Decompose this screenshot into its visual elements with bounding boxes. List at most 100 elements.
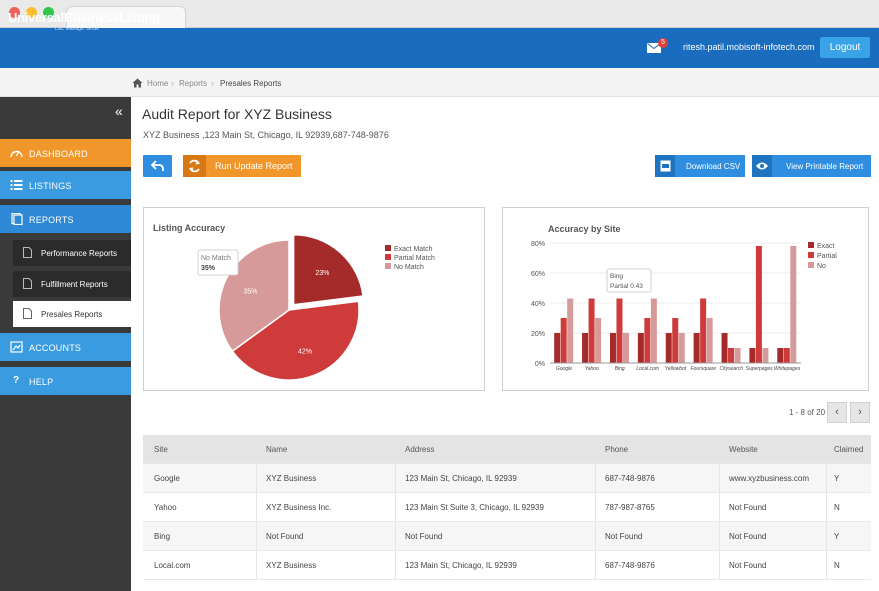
bar[interactable] [672, 318, 679, 363]
table-cell-site: Google [154, 474, 180, 483]
sidebar-item-listings[interactable]: LISTINGS [0, 171, 131, 199]
legend-swatch [385, 254, 391, 260]
column-header-site[interactable]: Site [154, 445, 168, 454]
x-tick-label: Yellowbot [665, 366, 687, 372]
back-button[interactable] [143, 155, 172, 177]
sidebar-item-help[interactable]: ? HELP [0, 367, 131, 395]
sidebar-subitem-fulfillment-reports[interactable]: Fulfillment Reports [13, 271, 131, 297]
bar[interactable] [644, 318, 651, 363]
bar[interactable] [637, 333, 644, 363]
column-header-phone[interactable]: Phone [605, 445, 629, 454]
sidebar-subitem-presales-reports[interactable]: Presales Reports [13, 301, 131, 327]
browser-tab[interactable] [66, 6, 186, 28]
legend-swatch [808, 252, 814, 258]
bar[interactable] [678, 333, 685, 363]
bar[interactable] [588, 298, 595, 364]
column-header-claimed[interactable]: Claimed [834, 445, 864, 454]
bar[interactable] [567, 298, 574, 364]
bar[interactable] [790, 246, 797, 363]
view-printable-report-button[interactable]: View Printable Report [752, 155, 871, 177]
user-email: ritesh.patil.mobisoft-infotech.com [683, 42, 815, 52]
pie-slice-label: 42% [298, 348, 312, 355]
prev-page-button[interactable]: ‹ [827, 402, 847, 423]
table-cell-phone: 687-748-9876 [605, 561, 655, 570]
pie-slice[interactable] [292, 233, 364, 306]
sidebar-item-reports[interactable]: REPORTS [0, 205, 131, 233]
table-row[interactable]: Bing Not Found Not Found Not Found Not Found… [143, 522, 871, 551]
bar[interactable] [755, 246, 762, 363]
sidebar-item-label: ACCOUNTS [29, 343, 82, 353]
legend-label: Exact [817, 243, 835, 250]
legend-label: No Match [394, 264, 424, 271]
logout-button[interactable]: Logout [820, 37, 870, 58]
bar-tooltip: Bing Partial 0.43 [606, 268, 652, 293]
column-header-website[interactable]: Website [729, 445, 758, 454]
breadcrumb-separator: › [211, 78, 214, 88]
bar[interactable] [734, 348, 741, 363]
eye-icon [756, 162, 768, 170]
sidebar-subitem-performance-reports[interactable]: Performance Reports [13, 240, 131, 266]
next-page-button[interactable]: › [850, 402, 870, 423]
bar[interactable] [693, 333, 700, 363]
table-cell-address: 123 Main St, Chicago, IL 92939 [405, 474, 517, 483]
sidebar-item-label: LISTINGS [29, 181, 72, 191]
table-cell-site: Yahoo [154, 503, 177, 512]
table-cell-phone: 687-748-9876 [605, 474, 655, 483]
csv-file-icon [660, 160, 671, 172]
table-row[interactable]: Google XYZ Business 123 Main St, Chicago, … [143, 464, 871, 493]
document-icon [11, 213, 23, 225]
bar[interactable] [582, 333, 589, 363]
breadcrumb-home[interactable]: Home [147, 79, 169, 88]
legend-swatch [808, 242, 814, 248]
sidebar-item-accounts[interactable]: ACCOUNTS [0, 333, 131, 361]
breadcrumb-separator: › [171, 78, 174, 88]
bar[interactable] [650, 298, 657, 364]
tooltip-label: No Match [201, 255, 231, 262]
table-row[interactable]: Local.com XYZ Business 123 Main St, Chicag… [143, 551, 871, 580]
legend-swatch [385, 245, 391, 251]
download-csv-button[interactable]: Download CSV [655, 155, 745, 177]
home-icon[interactable] [132, 78, 143, 88]
printable-report-label: View Printable Report [786, 162, 864, 171]
table-cell-site: Bing [154, 532, 171, 541]
column-divider [826, 551, 827, 579]
window-close-dot[interactable] [9, 7, 20, 18]
logo[interactable]: UniversalBusinessListing [8, 10, 160, 25]
table-row[interactable]: Yahoo XYZ Business Inc. 123 Main St Suite … [143, 493, 871, 522]
bar[interactable] [609, 333, 616, 363]
column-divider [826, 493, 827, 521]
column-header-address[interactable]: Address [405, 445, 435, 454]
bar[interactable] [721, 333, 728, 363]
bar[interactable] [728, 348, 735, 363]
bar[interactable] [616, 298, 623, 364]
listing-accuracy-panel: Listing Accuracy 23% 42% 35% Exact Match Par… [143, 207, 485, 391]
window-maximize-dot[interactable] [43, 7, 54, 18]
window-minimize-dot[interactable] [26, 7, 37, 18]
bar[interactable] [783, 348, 790, 363]
column-divider [595, 551, 596, 579]
bar[interactable] [595, 318, 602, 363]
file-icon [23, 278, 32, 289]
bar[interactable] [762, 348, 769, 363]
column-header-name[interactable]: Name [266, 445, 288, 454]
bar[interactable] [665, 333, 672, 363]
table-cell-claimed: Y [834, 474, 840, 483]
tooltip-value: Partial 0.43 [610, 283, 643, 290]
y-tick-label: 20% [531, 331, 545, 338]
breadcrumb-reports[interactable]: Reports [179, 79, 208, 88]
column-divider [826, 522, 827, 550]
bar[interactable] [749, 348, 756, 363]
collapse-sidebar-icon[interactable]: « [115, 103, 123, 119]
bar[interactable] [560, 318, 567, 363]
gauge-icon [10, 150, 23, 158]
bar[interactable] [554, 333, 561, 363]
bar[interactable] [700, 298, 707, 364]
run-update-report-button[interactable]: Run Update Report [183, 155, 301, 177]
sidebar-item-dashboard[interactable]: DASHBOARD [0, 139, 131, 167]
table-cell-website: Not Found [729, 561, 767, 570]
bar[interactable] [777, 348, 784, 363]
x-tick-label: Google [556, 366, 572, 372]
bar[interactable] [622, 333, 629, 363]
bar[interactable] [706, 318, 713, 363]
pie-slice[interactable] [231, 300, 360, 381]
